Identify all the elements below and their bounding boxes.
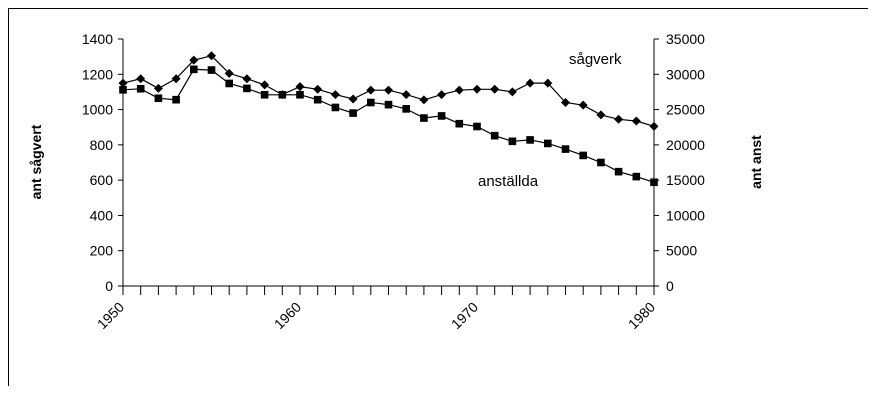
y-left-tick-label: 800	[90, 137, 114, 153]
y-right-tick-label: 35000	[666, 31, 705, 47]
data-point-anstallda	[508, 137, 517, 146]
y-right-tick-label: 0	[666, 278, 674, 294]
data-point-sagverk	[136, 74, 146, 84]
data-point-anstallda	[154, 94, 163, 103]
data-point-anstallda	[119, 86, 127, 94]
data-point-anstallda	[455, 119, 464, 128]
data-point-anstallda	[597, 158, 605, 167]
data-point-sagverk	[419, 95, 429, 105]
data-point-sagverk	[118, 78, 128, 88]
data-point-sagverk	[153, 83, 163, 93]
data-point-sagverk	[596, 110, 606, 120]
data-point-sagverk	[348, 94, 358, 104]
data-point-sagverk	[295, 82, 305, 92]
data-point-anstallda	[243, 84, 251, 93]
y-left-tick-label: 1200	[82, 66, 113, 82]
data-point-sagverk	[649, 121, 659, 131]
data-point-anstallda	[473, 122, 481, 131]
data-point-sagverk	[631, 116, 641, 126]
data-point-sagverk	[224, 68, 234, 78]
data-point-anstallda	[331, 103, 340, 112]
data-point-anstallda	[260, 90, 269, 99]
data-point-anstallda	[650, 178, 658, 187]
data-point-sagverk	[207, 51, 216, 61]
data-point-sagverk	[437, 90, 447, 100]
y-left-tick-label: 400	[90, 207, 114, 223]
data-point-anstallda	[349, 109, 357, 117]
data-point-anstallda	[526, 136, 534, 144]
x-tick-label: 1960	[271, 299, 304, 332]
x-tick-label: 1950	[94, 299, 127, 332]
data-point-anstallda	[190, 65, 198, 74]
data-point-anstallda	[561, 145, 570, 153]
data-point-anstallda	[420, 114, 428, 122]
y-axis-left-title: ant sågvert	[28, 124, 44, 199]
data-point-sagverk	[401, 90, 411, 100]
data-point-anstallda	[225, 79, 233, 88]
y-right-tick-label: 10000	[666, 207, 705, 223]
y-right-tick-label: 30000	[666, 66, 705, 82]
x-tick-label: 1980	[625, 299, 658, 332]
data-point-sagverk	[313, 84, 323, 94]
series-label-anstallda: anställda	[478, 173, 539, 190]
data-point-anstallda	[437, 112, 446, 120]
data-point-anstallda	[490, 131, 499, 140]
data-point-sagverk	[454, 85, 464, 95]
y-left-tick-label: 1000	[82, 102, 113, 118]
data-point-sagverk	[578, 100, 588, 110]
data-point-anstallda	[313, 95, 322, 104]
data-point-anstallda	[384, 100, 393, 109]
y-left-tick-label: 600	[90, 172, 114, 188]
data-point-sagverk	[171, 74, 181, 84]
data-point-anstallda	[278, 90, 287, 99]
data-point-sagverk	[260, 80, 270, 90]
data-point-anstallda	[402, 105, 410, 113]
data-point-anstallda	[367, 98, 375, 107]
data-point-anstallda	[544, 139, 552, 148]
data-point-sagverk	[507, 87, 517, 97]
y-right-tick-label: 5000	[666, 243, 697, 259]
chart-series	[118, 51, 659, 187]
data-point-sagverk	[543, 78, 553, 88]
data-point-sagverk	[472, 84, 482, 94]
data-point-anstallda	[296, 90, 304, 99]
data-point-anstallda	[136, 84, 145, 93]
data-point-sagverk	[242, 74, 252, 84]
data-point-sagverk	[525, 78, 535, 88]
y-left-tick-label: 200	[90, 243, 114, 259]
data-point-anstallda	[172, 95, 180, 104]
chart-frame	[8, 8, 868, 386]
y-axis-right-title: ant anst	[748, 135, 764, 189]
data-point-anstallda	[579, 151, 587, 160]
chart-labels: ant sågvert ant anst sågverk anställda	[28, 51, 764, 199]
data-point-sagverk	[189, 55, 199, 65]
series-label-sagverk: sågverk	[569, 51, 622, 68]
x-tick-label: 1970	[448, 299, 481, 332]
data-point-anstallda	[614, 167, 623, 176]
data-point-sagverk	[614, 114, 624, 124]
y-left-tick-label: 1400	[82, 31, 113, 47]
y-right-tick-label: 20000	[666, 137, 705, 153]
data-point-anstallda	[207, 66, 216, 74]
data-point-anstallda	[632, 172, 641, 181]
y-left-tick-label: 0	[105, 278, 113, 294]
data-point-sagverk	[561, 98, 570, 108]
data-point-sagverk	[330, 90, 340, 100]
y-right-tick-label: 25000	[666, 102, 705, 118]
y-right-tick-label: 15000	[666, 172, 705, 188]
data-point-sagverk	[384, 85, 393, 95]
data-point-sagverk	[490, 84, 500, 94]
data-point-sagverk	[366, 85, 376, 95]
